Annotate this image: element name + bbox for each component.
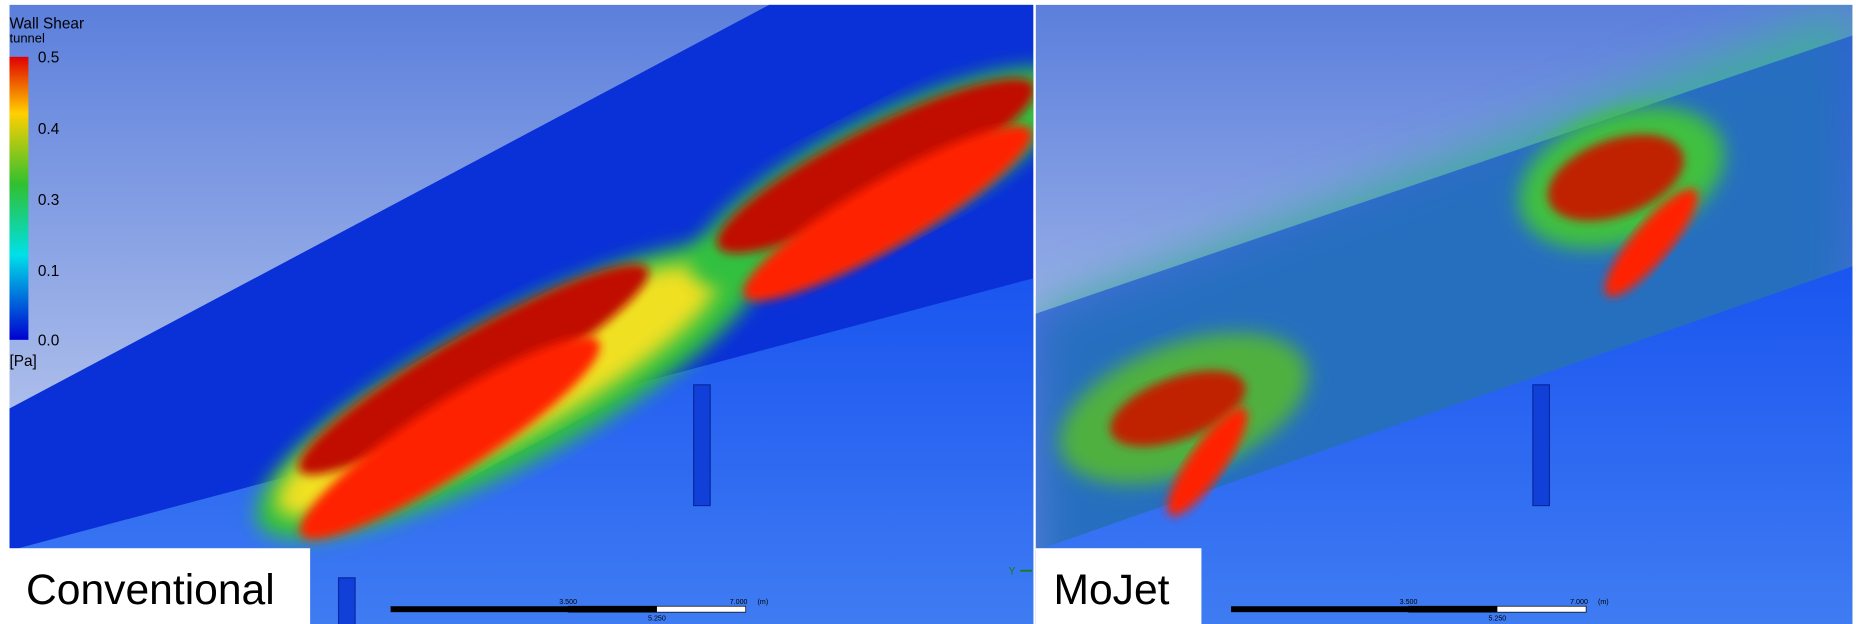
colorbar (9, 57, 28, 340)
right-panel (1036, 5, 1853, 624)
axis-label: Y (1008, 565, 1015, 577)
scale-unit: (m) (758, 598, 769, 606)
legend-tick: 0.1 (38, 263, 59, 280)
scale-unit: (m) (1598, 598, 1609, 606)
scale-label: 5.250 (1488, 614, 1506, 622)
legend-tick: 0.0 (38, 333, 59, 350)
panel-label: MoJet (1053, 566, 1169, 614)
panel-label: Conventional (26, 566, 275, 614)
legend-subtitle: tunnel (9, 31, 45, 46)
legend-tick: 0.5 (38, 50, 59, 67)
left-panel (9, 5, 1098, 624)
scale-label: 7.000 (1570, 598, 1588, 606)
legend-tick: 0.3 (38, 192, 59, 209)
legend-tick: 0.4 (38, 121, 60, 138)
legend-unit: [Pa] (9, 353, 36, 370)
scale-label: 7.000 (730, 598, 748, 606)
scale-label: 3.500 (1400, 598, 1418, 606)
scale-label: 3.500 (559, 598, 577, 606)
cfd-figure: Wall Shear tunnel 0.5 0.4 0.3 0.1 0.0 [P… (0, 0, 1856, 624)
scale-label: 5.250 (648, 614, 666, 622)
